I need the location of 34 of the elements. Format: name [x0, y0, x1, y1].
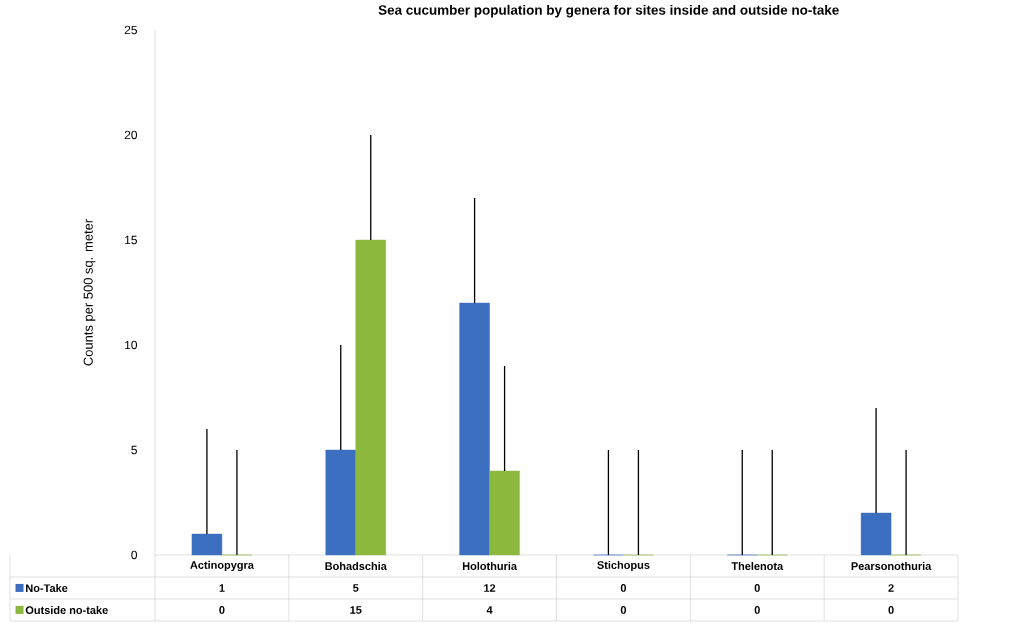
data-label: 0 — [219, 606, 225, 614]
data-label: 0 — [620, 584, 627, 592]
bar — [489, 470, 520, 556]
x-tick-label: Pearsonothuria — [851, 561, 932, 571]
data-label: 0 — [754, 606, 760, 614]
x-tick-label: Thelenota — [731, 561, 784, 571]
x-tick-label: Holothuria — [462, 561, 518, 571]
bar — [191, 533, 223, 556]
x-tick-label: Bohadschia — [325, 561, 387, 571]
bar — [860, 512, 892, 556]
bar — [325, 449, 356, 556]
data-label: 1 — [219, 584, 225, 592]
legend-label: Outside no-take — [25, 606, 108, 615]
x-tick-label: Actinopygra — [190, 560, 254, 572]
y-tick-label: 20 — [124, 130, 138, 140]
y-tick-label: 5 — [131, 445, 137, 455]
y-axis-title: Counts per 500 sq. meter — [83, 219, 96, 366]
data-label: 0 — [888, 606, 894, 614]
x-tick-label: Stichopus — [597, 560, 650, 572]
data-label: 0 — [754, 584, 760, 592]
data-label: 0 — [620, 606, 627, 614]
y-tick-label: 0 — [131, 550, 138, 560]
data-label: 5 — [353, 584, 359, 592]
bar — [355, 239, 386, 556]
legend-label: No-Take — [26, 584, 68, 593]
data-label: 2 — [888, 584, 894, 592]
bar — [459, 302, 490, 556]
data-label: 15 — [350, 606, 362, 614]
chart-title: Sea cucumber population by genera for sites inside and outside no-take — [378, 4, 839, 18]
y-tick-label: 25 — [124, 25, 137, 35]
y-tick-label: 15 — [125, 235, 137, 245]
data-label: 12 — [484, 584, 496, 592]
data-label: 4 — [486, 606, 493, 614]
y-tick-label: 10 — [125, 340, 138, 350]
